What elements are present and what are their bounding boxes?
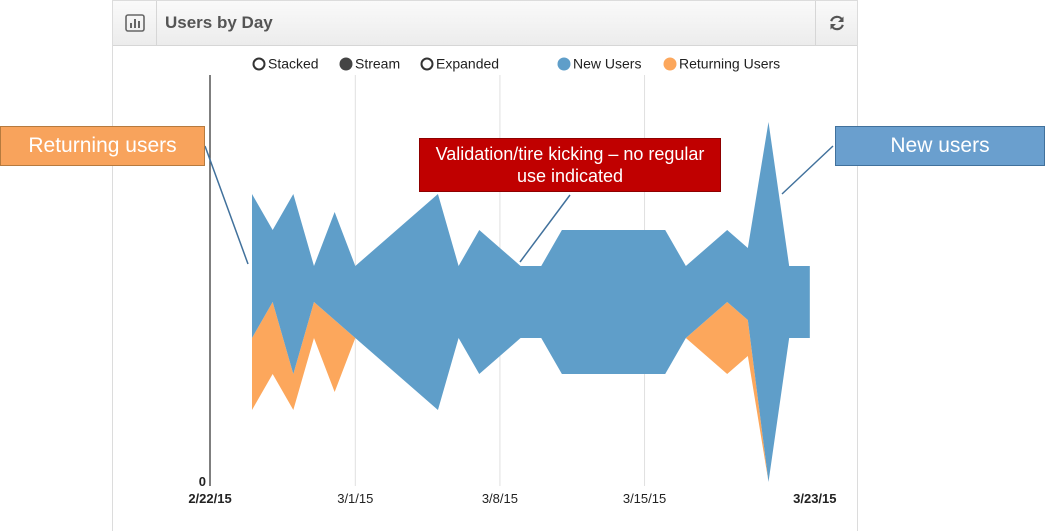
x-tick-label: 3/15/15 xyxy=(623,491,666,506)
series-new-users xyxy=(252,122,810,482)
panel-title: Users by Day xyxy=(165,13,273,32)
mode-stacked-label: Stacked xyxy=(268,56,319,72)
legend-swatch-new-users xyxy=(557,57,571,71)
radio-empty-icon xyxy=(420,57,434,71)
refresh-button[interactable] xyxy=(815,1,857,45)
legend: New Users Returning Users xyxy=(557,56,781,72)
mode-expanded-label: Expanded xyxy=(436,56,499,72)
leader-returning xyxy=(204,145,249,265)
x-tick-label: 3/1/15 xyxy=(337,491,373,506)
mode-expanded-radio[interactable]: Expanded xyxy=(420,56,500,72)
x-tick-label: 2/22/15 xyxy=(188,491,231,506)
leader-new-users xyxy=(781,145,834,195)
y-axis-zero-label: 0 xyxy=(199,474,206,489)
legend-item-returning-users[interactable]: Returning Users xyxy=(663,56,781,72)
chart-type-button[interactable] xyxy=(113,1,157,45)
legend-label-new-users: New Users xyxy=(573,56,641,72)
refresh-icon xyxy=(829,15,844,31)
x-axis-ticks: 2/22/15 3/1/15 3/8/15 3/15/15 3/23/15 xyxy=(188,491,836,506)
mode-stream-radio[interactable]: Stream xyxy=(339,56,401,72)
callout-new-users: New users xyxy=(835,126,1045,166)
stream-areas xyxy=(252,122,810,482)
legend-swatch-returning-users xyxy=(663,57,677,71)
legend-item-new-users[interactable]: New Users xyxy=(557,56,642,72)
mode-stacked-radio[interactable]: Stacked xyxy=(252,56,319,72)
legend-label-returning-users: Returning Users xyxy=(679,56,780,72)
bar-chart-icon xyxy=(124,14,145,32)
callout-leaders xyxy=(204,145,834,265)
mode-controls: Stacked Stream Expanded xyxy=(252,56,500,72)
radio-filled-icon xyxy=(339,57,353,71)
panel-header: Users by Day xyxy=(113,1,857,46)
leader-validation xyxy=(519,194,571,263)
x-tick-label: 3/23/15 xyxy=(793,491,836,506)
x-tick-label: 3/8/15 xyxy=(482,491,518,506)
callout-validation: Validation/tire kicking – no regular use… xyxy=(419,138,721,192)
mode-stream-label: Stream xyxy=(355,56,400,72)
callout-returning-users: Returning users xyxy=(0,126,205,166)
radio-empty-icon xyxy=(252,57,266,71)
